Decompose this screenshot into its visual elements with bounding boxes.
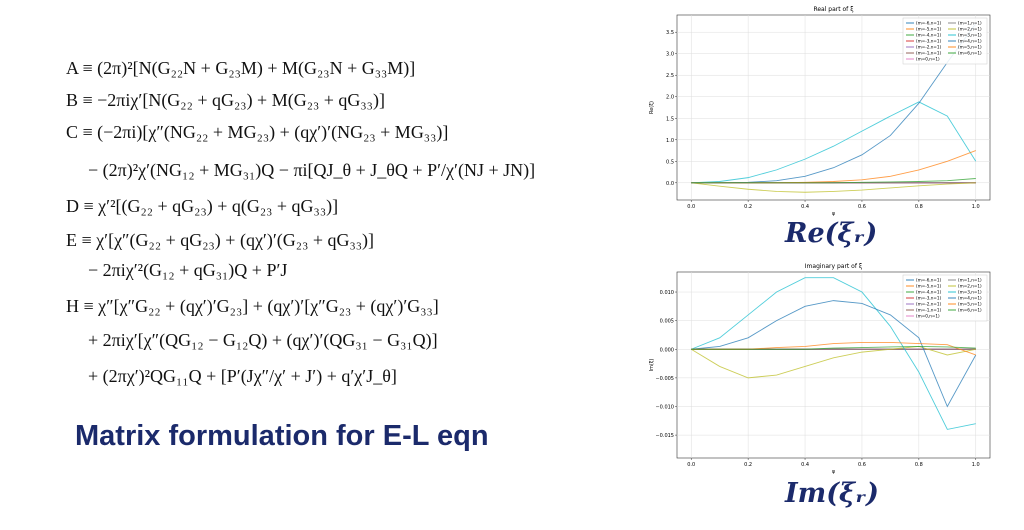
- caption: Re(ξᵣ): [785, 218, 878, 249]
- legend-label: (m=6,n=1): [958, 51, 982, 56]
- series-line: [691, 277, 976, 430]
- equation-line: + (2πχ′)²QG₁₁Q + [P′(Jχ″/χ′ + J′) + q′χ′…: [88, 366, 397, 386]
- y-tick-label: 0.5: [666, 159, 674, 165]
- legend-label: (m=0,n=1): [916, 314, 940, 319]
- y-axis-label: Re(ξ): [649, 101, 655, 114]
- legend-label: (m=3,n=1): [958, 33, 982, 38]
- legend-label: (m=-2,n=1): [916, 45, 942, 50]
- y-tick-label: 0.005: [660, 319, 674, 325]
- y-tick-label: 0.0: [666, 181, 674, 187]
- legend-label: (m=1,n=1): [958, 21, 982, 26]
- x-tick-label: 0.4: [801, 462, 809, 468]
- legend-label: (m=4,n=1): [958, 39, 982, 44]
- legend-label: (m=2,n=1): [958, 27, 982, 32]
- legend-box: [902, 274, 988, 322]
- equation-line: B ≡ −2πiχ′[N(G₂₂ + qG₂₃) + M(G₂₃ + qG₃₃)…: [66, 90, 385, 110]
- caption: Im(ξᵣ): [785, 478, 879, 509]
- series-line: [691, 182, 976, 193]
- legend-label: (m=4,n=1): [958, 296, 982, 301]
- legend-label: (m=-2,n=1): [916, 302, 942, 307]
- x-tick-label: 0.2: [744, 462, 752, 468]
- y-axis-label: Im(ξ): [649, 358, 655, 371]
- y-tick-label: −0.010: [655, 404, 674, 410]
- x-tick-label: 0.6: [858, 462, 866, 468]
- chart-title: Imaginary part of ξ: [805, 263, 862, 270]
- y-tick-label: 2.0: [666, 95, 674, 101]
- y-tick-label: 1.0: [666, 138, 674, 144]
- heading: Matrix formulation for E-L eqn: [75, 420, 489, 452]
- legend-label: (m=5,n=1): [958, 302, 982, 307]
- legend-label: (m=-6,n=1): [916, 21, 942, 26]
- legend-label: (m=-3,n=1): [916, 39, 942, 44]
- y-tick-label: −0.005: [655, 376, 674, 382]
- legend-label: (m=-4,n=1): [916, 33, 942, 38]
- y-tick-label: 3.5: [666, 30, 674, 36]
- x-tick-label: 0.0: [687, 462, 695, 468]
- equation-line: A ≡ (2π)²[N(G₂₂N + G₂₃M) + M(G₂₃N + G₃₃M…: [66, 58, 416, 78]
- series-line: [691, 300, 977, 408]
- series-line: [691, 101, 977, 184]
- y-tick-label: 1.5: [666, 116, 674, 122]
- equation-line: H ≡ χ″[χ″G₂₂ + (qχ′)′G₂₃] + (qχ′)′[χ″G₂₃…: [66, 296, 439, 316]
- legend-label: (m=-6,n=1): [916, 278, 942, 283]
- legend-label: (m=-5,n=1): [916, 284, 942, 289]
- y-tick-label: 0.010: [660, 290, 674, 296]
- x-tick-label: 1.0: [972, 204, 980, 210]
- legend-label: (m=-4,n=1): [916, 290, 942, 295]
- x-tick-label: 0.2: [744, 204, 752, 210]
- x-axis-label: ψ: [832, 469, 836, 475]
- legend-label: (m=-5,n=1): [916, 27, 942, 32]
- legend-label: (m=1,n=1): [958, 278, 982, 283]
- equation-line: D ≡ χ′²[(G₂₂ + qG₂₃) + q(G₂₃ + qG₃₃)]: [66, 196, 339, 216]
- equation-line: − 2πiχ′²(G₁₂ + qG₃₁)Q + P′J: [88, 260, 288, 280]
- equation-line: + 2πiχ′[χ″(QG₁₂ − G₁₂Q) + (qχ′)′(QG₃₁ − …: [88, 330, 438, 350]
- equation-line: − (2π)²χ′(NG₁₂ + MG₃₁)Q − πi[QJ_θ + J_θQ…: [88, 160, 536, 180]
- legend-label: (m=0,n=1): [916, 57, 940, 62]
- x-tick-label: 0.8: [915, 204, 923, 210]
- series-line: [691, 178, 976, 184]
- y-tick-label: 2.5: [666, 73, 674, 79]
- legend-label: (m=3,n=1): [958, 290, 982, 295]
- legend-label: (m=-1,n=1): [916, 51, 942, 56]
- y-tick-label: −0.015: [655, 433, 674, 439]
- x-tick-label: 1.0: [972, 462, 980, 468]
- equation-line: E ≡ χ′[χ″(G₂₂ + qG₂₃) + (qχ′)′(G₂₃ + qG₃…: [66, 230, 375, 250]
- x-tick-label: 0.0: [687, 204, 695, 210]
- legend-label: (m=-1,n=1): [916, 308, 942, 313]
- legend-label: (m=6,n=1): [958, 308, 982, 313]
- equation-line: C ≡ (−2πi)[χ″(NG₂₂ + MG₂₃) + (qχ′)′(NG₂₃…: [66, 122, 449, 142]
- x-tick-label: 0.6: [858, 204, 866, 210]
- y-tick-label: 3.0: [666, 52, 674, 58]
- legend-box: [902, 17, 988, 65]
- x-tick-label: 0.8: [915, 462, 923, 468]
- y-tick-label: 0.000: [660, 347, 674, 353]
- series-line: [690, 345, 976, 379]
- legend-label: (m=5,n=1): [958, 45, 982, 50]
- x-axis-label: ψ: [832, 211, 836, 217]
- x-tick-label: 0.4: [801, 204, 809, 210]
- chart-title: Real part of ξ: [813, 6, 853, 13]
- legend-label: (m=2,n=1): [958, 284, 982, 289]
- legend-label: (m=-3,n=1): [916, 296, 942, 301]
- series-line: [691, 345, 976, 350]
